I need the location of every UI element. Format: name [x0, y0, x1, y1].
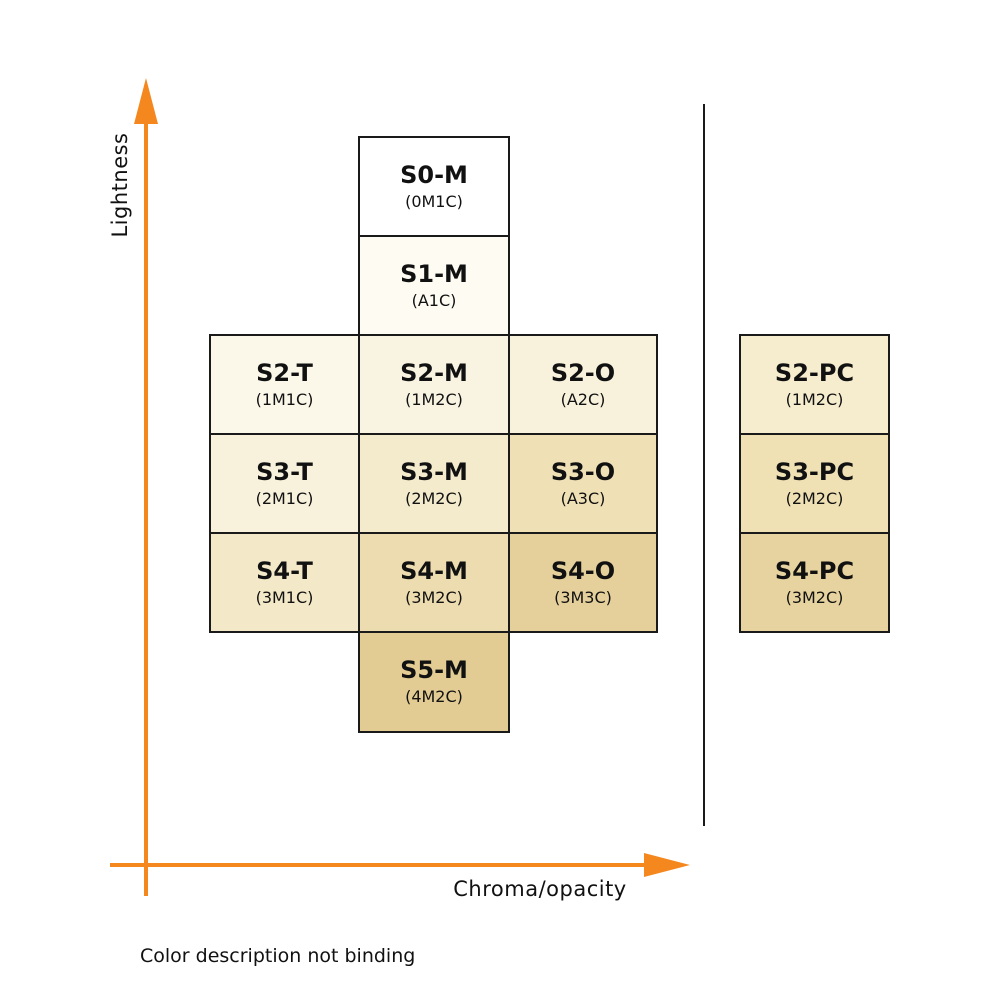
cell-s4-pc: S4-PC (3M2C): [739, 532, 890, 633]
cell-code: S2-T: [256, 358, 313, 387]
cell-code: S5-M: [400, 656, 468, 684]
cell-subcode: (A1C): [411, 290, 457, 310]
cell-subcode: (3M2C): [785, 587, 844, 607]
cell-subcode: (3M3C): [554, 587, 612, 607]
cell-code: S3-M: [400, 457, 468, 486]
cell-code: S4-O: [550, 556, 616, 585]
cell-code: S4-PC: [774, 556, 855, 585]
cell-s4-t: S4-T (3M1C): [209, 532, 360, 633]
footnote: Color description not binding: [140, 945, 416, 967]
cell-subcode: (A2C): [560, 389, 606, 409]
cell-subcode: (2M2C): [785, 488, 844, 508]
cell-subcode: (4M2C): [405, 687, 463, 706]
cell-s1-m: S1-M (A1C): [358, 235, 510, 336]
cell-s0-m: S0-M (0M1C): [358, 136, 510, 237]
cell-code: S1-M: [400, 259, 468, 288]
cell-code: S3-T: [256, 457, 313, 486]
cell-s4-m: S4-M (3M2C): [358, 532, 510, 633]
cell-code: S2-PC: [774, 358, 855, 387]
y-axis-label: Lightness: [90, 130, 150, 240]
cell-code: S3-PC: [774, 457, 855, 486]
x-axis-label: Chroma/opacity: [453, 877, 627, 901]
cell-subcode: (0M1C): [405, 191, 463, 211]
cell-code: S4-T: [256, 556, 313, 585]
cell-s3-m: S3-M (2M2C): [358, 433, 510, 534]
cell-s2-o: S2-O (A2C): [508, 334, 658, 435]
cell-s2-t: S2-T (1M1C): [209, 334, 360, 435]
cell-subcode: (3M2C): [405, 587, 463, 607]
cell-subcode: (1M1C): [255, 389, 314, 409]
cell-subcode: (A3C): [560, 488, 606, 508]
cell-s5-m: S5-M (4M2C): [358, 631, 510, 733]
cell-subcode: (2M1C): [255, 488, 314, 508]
cell-code: S2-O: [550, 358, 616, 387]
cell-code: S2-M: [400, 358, 468, 387]
cell-s2-pc: S2-PC (1M2C): [739, 334, 890, 435]
cell-s2-m: S2-M (1M2C): [358, 334, 510, 435]
x-axis-arrowhead: [644, 853, 690, 877]
section-divider: [703, 104, 705, 826]
cell-code: S4-M: [400, 556, 468, 585]
cell-subcode: (2M2C): [405, 488, 463, 508]
cell-s4-o: S4-O (3M3C): [508, 532, 658, 633]
cell-code: S3-O: [550, 457, 616, 486]
cell-subcode: (3M1C): [255, 587, 314, 607]
cell-subcode: (1M2C): [785, 389, 844, 409]
cell-subcode: (1M2C): [405, 389, 463, 409]
cell-code: S0-M: [400, 160, 468, 189]
cell-s3-o: S3-O (A3C): [508, 433, 658, 534]
cell-s3-pc: S3-PC (2M2C): [739, 433, 890, 534]
y-axis-label-text: Lightness: [108, 132, 132, 238]
cell-s3-t: S3-T (2M1C): [209, 433, 360, 534]
y-axis-arrowhead: [134, 78, 158, 124]
